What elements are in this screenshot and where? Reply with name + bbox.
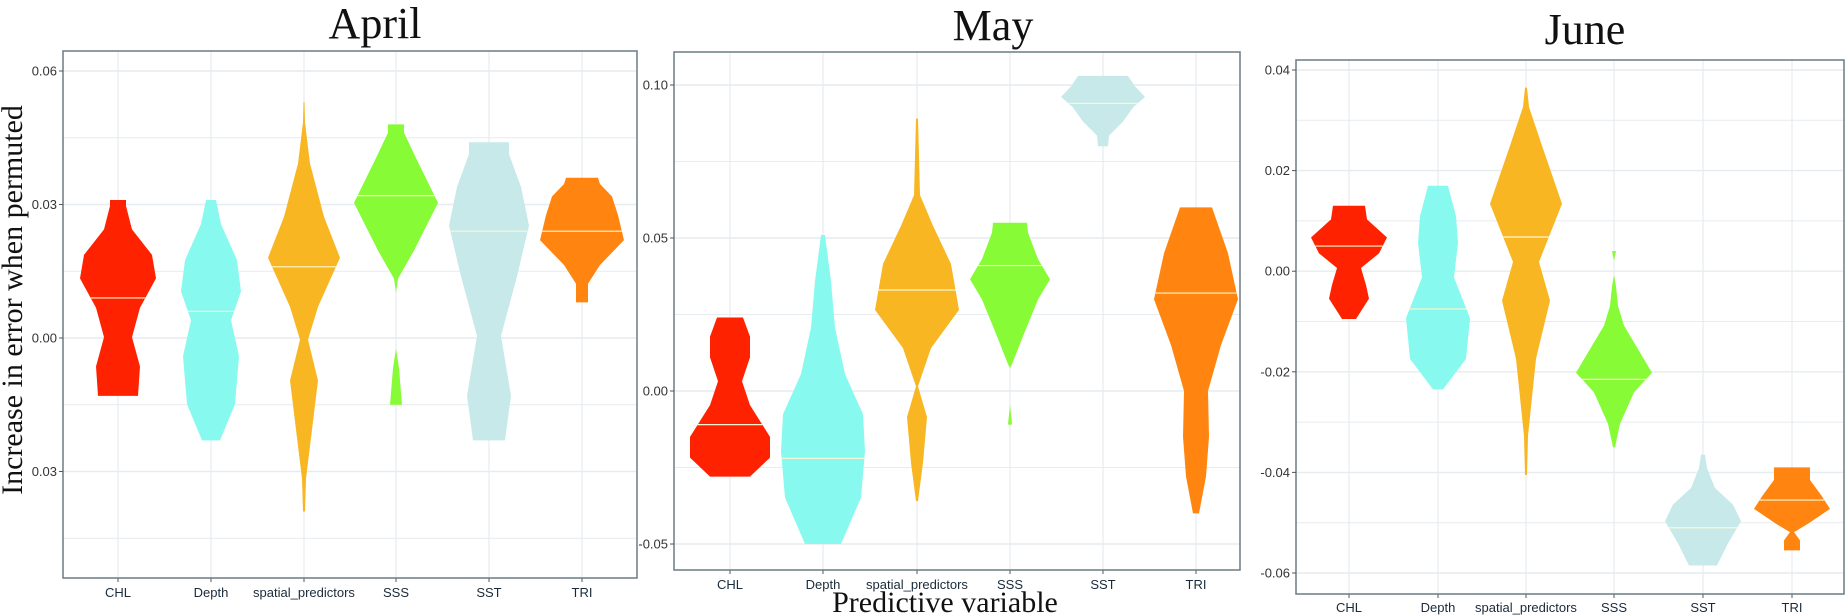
- x-tick-label: Depth: [194, 585, 229, 600]
- y-tick-label: -0.04: [1260, 465, 1290, 480]
- x-tick-label: TRI: [1782, 600, 1803, 615]
- x-tick-label: spatial_predictors: [1475, 600, 1577, 615]
- panel-june: CHL Depth spatial_predictors SSS SST TRI 0.04 0…: [1260, 59, 1845, 615]
- panel-april: CHL Depth spatial_predictors SSS SST TRI 0.06 0…: [32, 50, 638, 600]
- x-tick-label: CHL: [1336, 600, 1362, 615]
- violin-depth: [781, 234, 865, 544]
- violin-sss: [354, 124, 438, 405]
- x-tick-label: TRI: [572, 585, 593, 600]
- violin-sss: [970, 222, 1050, 425]
- plot-area: [63, 51, 637, 578]
- violin-chl: [690, 317, 770, 477]
- panel-may: CHL Depth spatial_predictors SSS SST TRI 0.10 0…: [638, 51, 1241, 592]
- x-tick-label: Depth: [1421, 600, 1456, 615]
- violin-sss: [1576, 251, 1652, 448]
- x-tick-label: CHL: [105, 585, 131, 600]
- violin-tri: [1754, 467, 1830, 551]
- y-tick-label: 0.00: [643, 384, 668, 399]
- y-tick-label: 0.00: [32, 331, 57, 346]
- violin-chl: [1311, 205, 1387, 319]
- y-tick-label: 0.02: [1265, 163, 1290, 178]
- y-axis-label: Increase in error when permuted: [0, 105, 29, 495]
- x-tick-label: SST: [1090, 577, 1115, 592]
- plot-area: [1296, 60, 1844, 594]
- x-tick-label: SSS: [383, 585, 409, 600]
- x-tick-label: SST: [1690, 600, 1715, 615]
- panel-title-june: June: [1545, 5, 1626, 54]
- violin-depth: [181, 200, 241, 441]
- violin-tri: [540, 177, 624, 303]
- violin-spatial-predictors: [1490, 87, 1562, 475]
- y-tick-label: -0.05: [638, 537, 668, 552]
- x-tick-label: SSS: [997, 577, 1023, 592]
- violin-chl: [80, 200, 156, 396]
- violin-sst: [1665, 454, 1741, 566]
- panel-title-may: May: [953, 1, 1034, 50]
- violin-tri: [1154, 207, 1238, 514]
- x-tick-label: SSS: [1601, 600, 1627, 615]
- y-tick-label: 0.03: [32, 464, 57, 479]
- x-tick-label: TRI: [1186, 577, 1207, 592]
- violin-sst: [1061, 75, 1145, 147]
- y-tick-label: 0.06: [32, 64, 57, 79]
- y-tick-label: -0.02: [1260, 364, 1290, 379]
- plot-frame: [62, 50, 638, 579]
- x-tick-label: spatial_predictors: [866, 577, 968, 592]
- plot-frame: [1295, 59, 1845, 595]
- violin-spatial-predictors: [875, 118, 959, 502]
- y-tick-label: 0.00: [1265, 264, 1290, 279]
- violin-depth: [1406, 185, 1470, 390]
- violin-sst: [449, 142, 529, 441]
- y-tick-label: 0.05: [643, 231, 668, 246]
- x-tick-label: SST: [476, 585, 501, 600]
- plot-frame: [673, 51, 1241, 571]
- x-tick-label: CHL: [717, 577, 743, 592]
- panel-title-april: April: [329, 0, 422, 48]
- y-tick-label: 0.04: [1265, 63, 1290, 78]
- y-tick-label: 0.03: [32, 197, 57, 212]
- x-axis-label: Predictive variable: [832, 586, 1058, 616]
- x-tick-label: spatial_predictors: [253, 585, 355, 600]
- x-tick-label: Depth: [806, 577, 841, 592]
- y-tick-label: -0.06: [1260, 566, 1290, 581]
- violin-spatial-predictors: [268, 102, 340, 512]
- y-tick-label: 0.10: [643, 78, 668, 93]
